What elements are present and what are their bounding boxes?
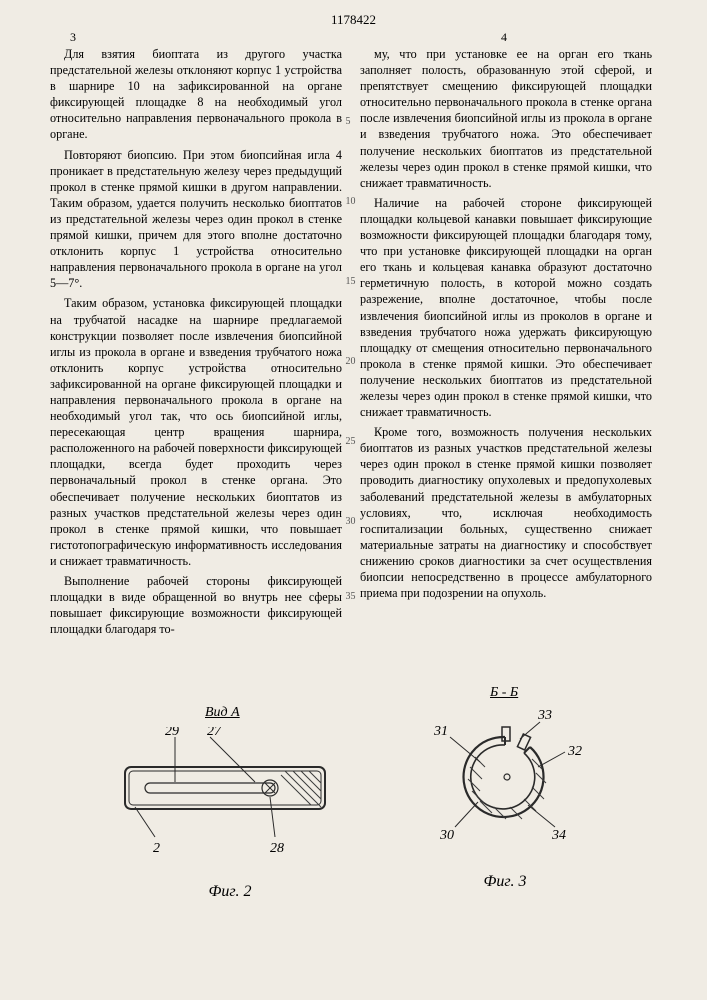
fig3-label-30: 30	[439, 828, 454, 843]
line-marker: 5	[346, 116, 351, 127]
paragraph: Повторяют биопсию. При этом биопсийная и…	[50, 147, 342, 292]
page-number-right: 4	[501, 30, 507, 45]
fig3-label-33: 33	[537, 708, 552, 723]
fig2-label-27: 27	[207, 727, 222, 739]
figures-area: Вид А	[0, 665, 707, 965]
figure-2-caption: Фиг. 2	[115, 883, 345, 901]
right-column: му, что при установке ее на орган его тк…	[360, 46, 652, 641]
page: 1178422 3 4 Для взятия биоптата из друго…	[0, 0, 707, 1000]
text-columns: Для взятия биоптата из другого участка п…	[50, 46, 657, 641]
line-marker: 35	[346, 591, 356, 602]
line-marker: 25	[346, 436, 356, 447]
paragraph: Кроме того, возможность получения нескол…	[360, 424, 652, 601]
figure-3-drawing: 31 33 32 30 34	[420, 707, 590, 867]
paragraph: му, что при установке ее на орган его тк…	[360, 46, 652, 191]
fig3-label-34: 34	[551, 828, 566, 843]
paragraph: Таким образом, установка фиксирующей пло…	[50, 295, 342, 569]
fig2-label-29: 29	[165, 727, 179, 739]
line-marker: 30	[346, 516, 356, 527]
fig3-label-31: 31	[433, 724, 448, 739]
paragraph: Выполнение рабочей стороны фиксирующей п…	[50, 573, 342, 637]
left-column: Для взятия биоптата из другого участка п…	[50, 46, 342, 641]
figure-3: Б - Б	[420, 685, 590, 891]
line-marker: 15	[346, 276, 356, 287]
fig2-label-2: 2	[153, 841, 160, 856]
figure-2-view-label: Вид А	[205, 705, 345, 721]
line-marker: 10	[346, 196, 356, 207]
fig2-label-28: 28	[270, 841, 284, 856]
paragraph: Наличие на рабочей стороне фиксирующей п…	[360, 195, 652, 420]
figure-3-section-label: Б - Б	[490, 685, 590, 701]
figure-2-drawing: 29 27 2 28	[115, 727, 345, 877]
page-number-left: 3	[70, 30, 76, 45]
paragraph: Для взятия биоптата из другого участка п…	[50, 46, 342, 143]
figure-2: Вид А	[115, 705, 345, 901]
line-marker: 20	[346, 356, 356, 367]
document-number: 1178422	[331, 12, 376, 28]
fig3-label-32: 32	[567, 744, 582, 759]
figure-3-caption: Фиг. 3	[420, 873, 590, 891]
